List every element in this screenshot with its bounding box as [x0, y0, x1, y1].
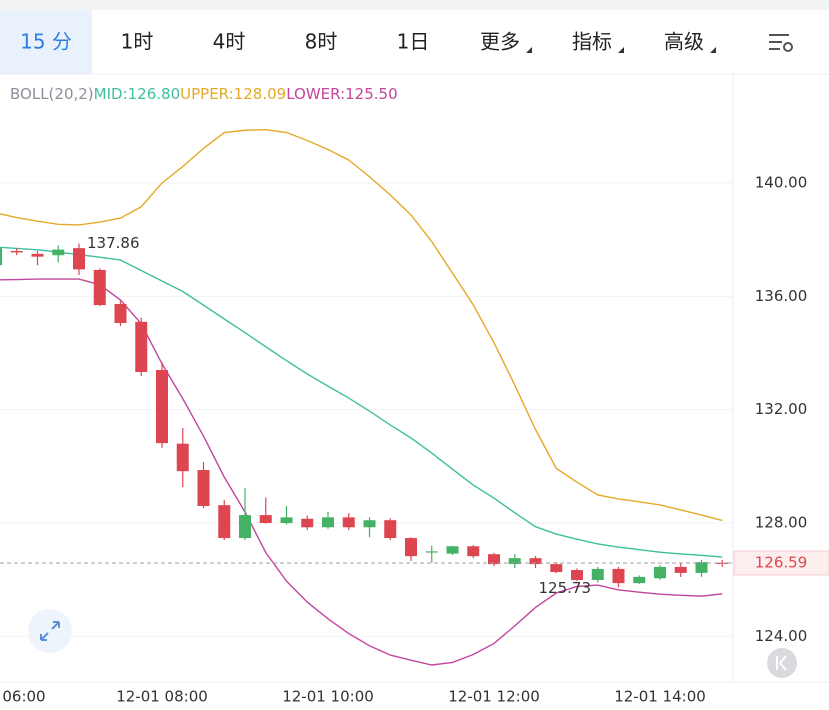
tab-bar: 15 分 1时 4时 8时 1日 更多 指标 高级 — [0, 10, 716, 74]
x-tick-label: 06:00 — [2, 688, 45, 706]
candle-body — [135, 321, 148, 372]
candle-body — [156, 369, 168, 444]
high-marker: 137.86 — [87, 234, 140, 252]
x-tick-label: 12-01 08:00 — [116, 688, 208, 706]
legend-entry: UPPER:128.09 — [180, 85, 286, 103]
y-tick-label: 140.00 — [755, 173, 808, 191]
candle-body — [342, 517, 355, 528]
candle-body — [197, 470, 210, 507]
dropdown-caret — [526, 47, 532, 53]
settings-icon[interactable] — [769, 34, 793, 52]
low-marker: 125.73 — [539, 579, 592, 597]
candle-body — [488, 554, 500, 565]
candle-body — [508, 558, 521, 565]
y-tick-label: 132.00 — [755, 400, 808, 418]
candle-body — [0, 248, 2, 266]
tab[interactable]: 1时 — [121, 30, 154, 54]
candle-body — [425, 551, 438, 553]
candle-body — [363, 520, 376, 528]
tab[interactable]: 8时 — [305, 30, 338, 54]
candle-body — [446, 546, 459, 554]
tab[interactable]: 更多 — [480, 30, 520, 54]
indicator-label: BOLL(20,2) — [10, 85, 94, 103]
candle-body — [529, 558, 542, 565]
back-button[interactable] — [767, 648, 797, 678]
last-price-label: 126.59 — [755, 553, 808, 571]
candle-body — [633, 576, 646, 584]
candle-body — [52, 249, 65, 256]
candle-body — [695, 562, 708, 573]
tab[interactable]: 4时 — [213, 30, 246, 54]
x-tick-label: 12-01 12:00 — [448, 688, 540, 706]
candle-body — [239, 515, 251, 539]
candle-body — [73, 248, 85, 270]
candle-body — [467, 546, 480, 557]
y-tick-label: 124.00 — [755, 627, 808, 645]
candle-body — [591, 568, 604, 580]
band-line — [0, 278, 723, 666]
candle-body — [571, 570, 583, 580]
tab[interactable]: 15 分 — [20, 30, 72, 54]
candle-body — [674, 566, 687, 573]
candle-body — [612, 568, 625, 584]
dropdown-caret — [710, 47, 716, 53]
y-tick-label: 136.00 — [755, 287, 808, 305]
band-line — [0, 128, 723, 522]
legend-entry: LOWER:125.50 — [286, 85, 397, 103]
candle-body — [550, 564, 563, 573]
tab[interactable]: 1日 — [397, 30, 430, 54]
candle-body — [301, 518, 314, 528]
expand-button[interactable] — [28, 609, 72, 653]
candle-body — [93, 269, 106, 306]
candle-body — [31, 253, 44, 257]
tab[interactable]: 高级 — [664, 30, 704, 54]
candle-body — [176, 443, 189, 472]
x-tick-label: 12-01 14:00 — [614, 688, 706, 706]
candle-body — [280, 517, 293, 524]
candle-body — [10, 250, 23, 253]
y-tick-label: 128.00 — [755, 514, 808, 532]
tab[interactable]: 指标 — [572, 30, 612, 54]
candle-body — [384, 520, 397, 539]
tab-active-bg — [0, 10, 92, 74]
last-price-box — [733, 550, 829, 576]
dropdown-caret — [618, 47, 624, 53]
legend-entry: MID:126.80 — [94, 85, 180, 103]
candle-body — [654, 566, 666, 579]
candle-body — [322, 517, 334, 528]
legend: BOLL(20,2)MID:126.80UPPER:128.09LOWER:12… — [10, 85, 398, 103]
candle-body — [218, 505, 231, 539]
status-strip — [0, 0, 829, 10]
x-tick-label: 12-01 10:00 — [282, 688, 374, 706]
band-line — [0, 246, 723, 558]
candle-body — [114, 303, 127, 323]
candle-body — [259, 515, 272, 524]
candle-body — [405, 538, 417, 557]
